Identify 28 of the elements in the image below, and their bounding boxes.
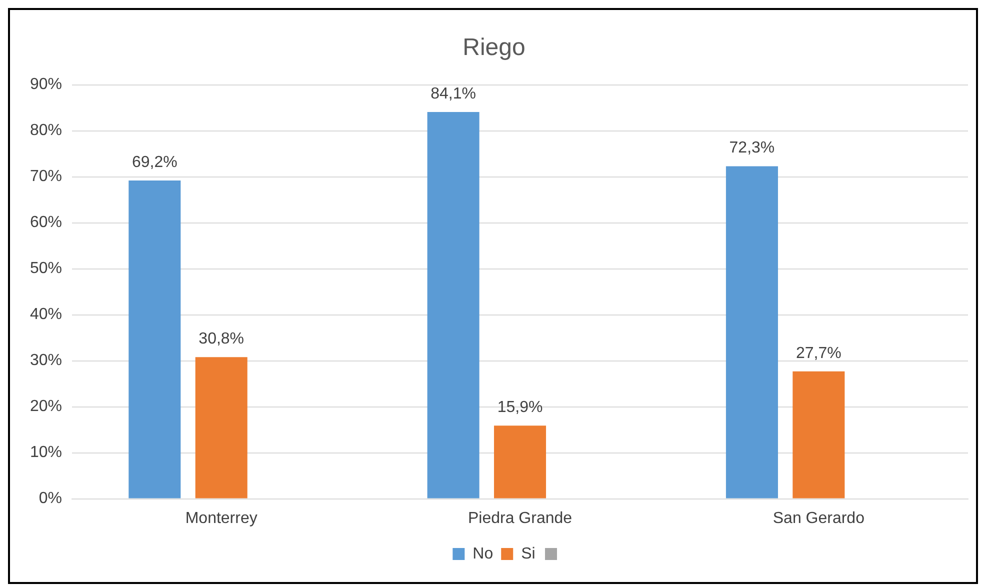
x-tick-label: San Gerardo xyxy=(772,510,865,527)
y-tick-label: 50% xyxy=(30,260,62,278)
y-tick-label: 40% xyxy=(30,306,62,324)
y-tick-label: 10% xyxy=(30,444,62,462)
bar xyxy=(494,426,546,498)
bar xyxy=(128,180,181,498)
data-label: 15,9% xyxy=(497,399,543,416)
y-tick-label: 70% xyxy=(30,168,62,186)
legend-label: No xyxy=(472,545,494,562)
data-label: 27,7% xyxy=(796,344,842,362)
bar xyxy=(195,357,248,498)
bar xyxy=(792,371,845,498)
data-label: 72,3% xyxy=(729,140,775,157)
legend-label: Si xyxy=(521,545,536,562)
y-tick-label: 0% xyxy=(38,490,62,508)
y-tick-label: 90% xyxy=(30,76,62,94)
chart-title: Riego xyxy=(462,34,526,62)
x-tick-label: Monterrey xyxy=(185,510,258,527)
y-tick-label: 30% xyxy=(30,352,62,370)
y-tick-label: 80% xyxy=(30,122,62,140)
bar xyxy=(726,166,778,498)
y-tick-label: 60% xyxy=(30,214,62,232)
data-label: 69,2% xyxy=(132,154,178,171)
data-label: 30,8% xyxy=(198,330,244,348)
y-tick-label: 20% xyxy=(30,398,62,416)
bar xyxy=(427,112,480,498)
x-tick-label: Piedra Grande xyxy=(468,510,572,527)
data-label: 84,1% xyxy=(430,85,476,102)
